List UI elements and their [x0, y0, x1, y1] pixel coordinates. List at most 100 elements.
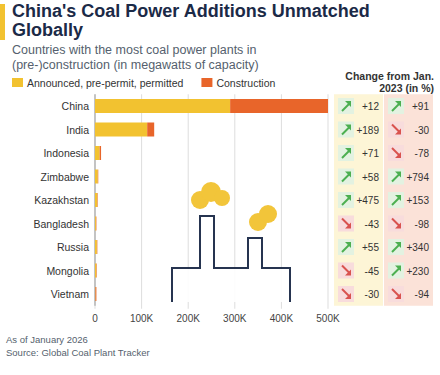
bars	[95, 99, 328, 301]
bar	[95, 240, 97, 254]
change-label: +189	[356, 125, 379, 136]
bar	[95, 287, 97, 301]
change-label: +12	[362, 101, 379, 112]
smoke	[214, 190, 230, 206]
change-table: +12+189+71+58+475-43+55-45-30+91-30-78+7…	[334, 94, 433, 306]
arrow-head	[345, 125, 351, 131]
arrow-box	[338, 122, 354, 138]
change-label: +71	[362, 148, 379, 159]
change-arrow	[338, 286, 354, 302]
arrow-box	[388, 145, 404, 161]
note: Source: Global Coal Plant Tracker	[6, 347, 150, 358]
chart: Announced, pre-permit, permittedConstruc…	[0, 0, 440, 375]
tick-label: 300K	[223, 313, 247, 324]
bar	[95, 264, 96, 278]
arrow-head	[395, 266, 401, 272]
arrow-box	[388, 192, 404, 208]
change-arrow	[388, 216, 404, 232]
arrow-head	[395, 242, 401, 248]
change-label: +58	[362, 172, 379, 183]
change-arrow	[338, 216, 354, 232]
title: China's Coal Power Additions Unmatched G…	[12, 2, 432, 40]
arrow-head	[395, 195, 401, 201]
arrow-head	[345, 148, 351, 154]
arrow-box	[388, 98, 404, 114]
bar	[147, 123, 154, 137]
change-arrow	[388, 145, 404, 161]
change-arrow	[388, 122, 404, 138]
note: As of January 2026	[6, 334, 88, 345]
change-arrow	[338, 145, 354, 161]
change-label: -43	[365, 219, 380, 230]
legend: Announced, pre-permit, permittedConstruc…	[12, 77, 276, 89]
bar	[95, 123, 147, 137]
change-label: -94	[415, 289, 430, 300]
x-axis: 0100K200K300K400K500K	[92, 94, 340, 324]
change-arrow	[388, 263, 404, 279]
bar	[95, 217, 96, 231]
arrow-box	[338, 169, 354, 185]
change-label: -98	[415, 219, 430, 230]
subtitle: Countries with the most coal power plant…	[12, 43, 342, 73]
grid-line	[328, 94, 329, 309]
category-label: China	[62, 100, 90, 112]
change-label: -78	[415, 148, 430, 159]
arrow-head	[345, 172, 351, 178]
tick-label: 200K	[177, 313, 201, 324]
change-label: -30	[415, 125, 430, 136]
arrow-box	[388, 239, 404, 255]
arrow-box	[388, 169, 404, 185]
arrow-box	[388, 286, 404, 302]
arrow-head	[345, 270, 351, 276]
y-axis: China India Indonesia Zimbabwe Kazakhstan Ban…	[34, 100, 90, 300]
change-label: +153	[406, 195, 429, 206]
category-label: Zimbabwe	[41, 171, 90, 183]
change-arrow	[388, 192, 404, 208]
tick-label: 0	[92, 313, 98, 324]
bar	[100, 146, 101, 160]
change-arrow	[338, 192, 354, 208]
change-arrow	[338, 122, 354, 138]
change-label: +55	[362, 242, 379, 253]
arrow-box	[338, 263, 354, 279]
category-label: Kazakhstan	[34, 194, 89, 206]
change-arrow	[388, 239, 404, 255]
change-arrow	[338, 263, 354, 279]
arrow-box	[388, 216, 404, 232]
arrow-head	[345, 242, 351, 248]
bar	[95, 217, 96, 231]
category-label: Indonesia	[43, 147, 89, 159]
change-label: +230	[406, 266, 429, 277]
arrow-head	[395, 101, 401, 107]
bar	[230, 99, 328, 113]
change-arrow	[338, 98, 354, 114]
change-title: Change from Jan. 2023 (in %)	[336, 70, 434, 94]
bar	[97, 193, 98, 207]
bar	[95, 99, 230, 113]
arrow-head	[395, 129, 401, 135]
arrow-head	[395, 172, 401, 178]
change-arrow	[388, 286, 404, 302]
change-arrow	[388, 169, 404, 185]
bar	[96, 264, 97, 278]
arrow-box	[338, 145, 354, 161]
change-column	[334, 94, 383, 306]
change-arrow	[388, 98, 404, 114]
bar	[95, 170, 98, 184]
bar	[95, 287, 96, 301]
change-label: -45	[365, 266, 380, 277]
arrow-box	[338, 192, 354, 208]
arrow-head	[395, 152, 401, 158]
category-label: Bangladesh	[34, 218, 90, 230]
category-label: Russia	[57, 241, 89, 253]
tick-label: 500K	[316, 313, 340, 324]
legend-swatch	[12, 78, 23, 87]
category-label: India	[66, 124, 89, 136]
bar	[95, 193, 97, 207]
change-arrow	[338, 239, 354, 255]
factory-icon	[172, 182, 290, 302]
bar	[96, 240, 97, 254]
arrow-head	[395, 293, 401, 299]
legend-swatch	[201, 78, 212, 87]
bar	[97, 170, 98, 184]
